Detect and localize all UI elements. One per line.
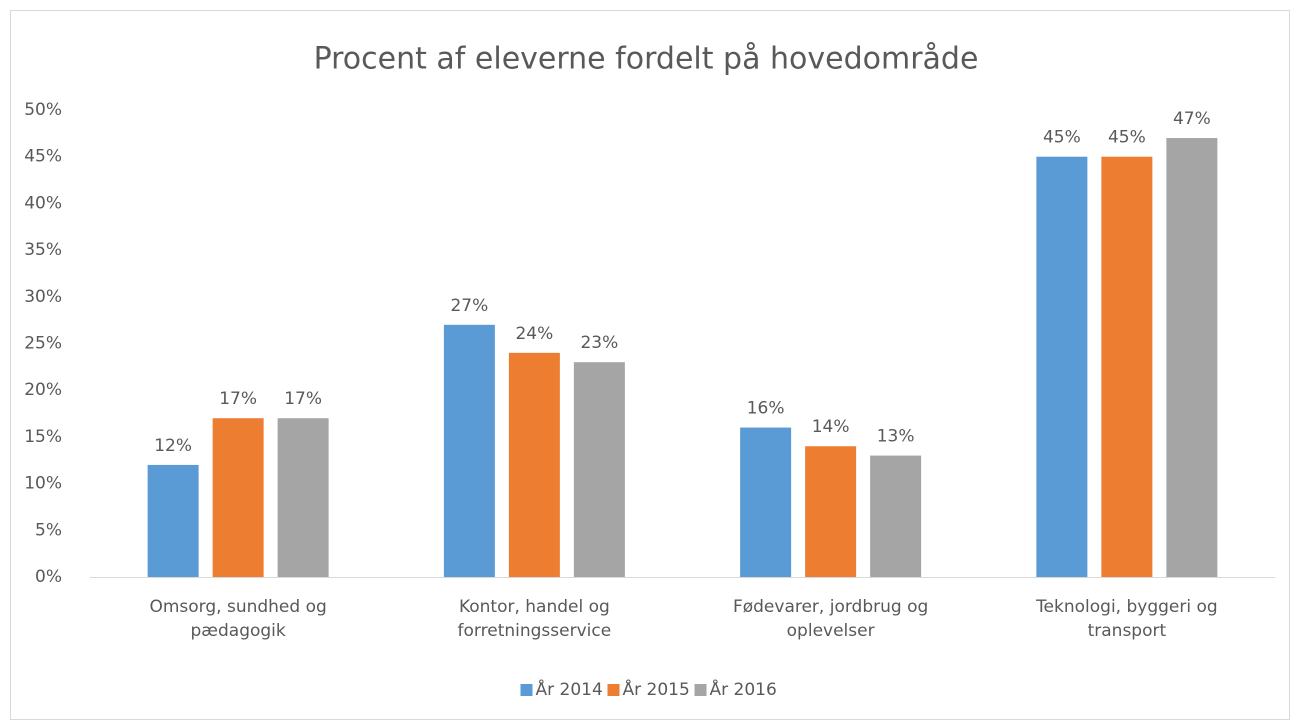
- y-tick-label: 30%: [24, 287, 62, 307]
- bar: [212, 418, 264, 577]
- legend-label: År 2014: [536, 678, 603, 700]
- data-label: 12%: [154, 436, 192, 456]
- x-tick-label: Teknologi, byggeri og transport: [1036, 597, 1218, 641]
- data-label: 17%: [284, 389, 322, 409]
- bar: [740, 427, 792, 577]
- legend-label: År 2016: [710, 678, 777, 700]
- data-label: 17%: [219, 389, 257, 409]
- data-label: 47%: [1173, 109, 1211, 129]
- y-tick-label: 10%: [24, 474, 62, 494]
- bar: [147, 464, 199, 577]
- bar: [508, 352, 560, 577]
- x-tick-label: Omsorg, sundhed og pædagogik: [149, 597, 327, 641]
- bar: [805, 446, 857, 577]
- y-tick-label: 50%: [24, 100, 62, 120]
- y-tick-label: 15%: [24, 427, 62, 447]
- bar: [1036, 156, 1088, 577]
- x-tick-label-box: Fødevarer, jordbrug og oplevelser: [732, 597, 929, 641]
- data-label: 27%: [450, 296, 488, 316]
- data-label: 14%: [812, 417, 850, 437]
- bar: [870, 455, 922, 577]
- x-tick-label-box: Teknologi, byggeri og transport: [1036, 597, 1218, 641]
- bar: [1166, 138, 1218, 577]
- data-label: 24%: [515, 324, 553, 344]
- data-label: 13%: [877, 427, 915, 447]
- y-tick-label: 25%: [24, 334, 62, 354]
- x-tick-label: Fødevarer, jordbrug og oplevelser: [732, 597, 929, 641]
- y-tick-label: 5%: [35, 520, 62, 540]
- x-tick-label-box: Omsorg, sundhed og pædagogik: [149, 597, 327, 641]
- y-tick-label: 35%: [24, 240, 62, 260]
- bar: [443, 324, 495, 577]
- bar: [277, 418, 329, 577]
- legend-label: År 2015: [623, 678, 690, 700]
- bar: [573, 362, 625, 577]
- y-tick-label: 45%: [24, 147, 62, 167]
- legend-swatch: [694, 684, 707, 696]
- data-label: 45%: [1043, 128, 1081, 148]
- x-tick-label-box: Kontor, handel og forretningsservice: [457, 597, 612, 641]
- bar: [1101, 156, 1153, 577]
- y-tick-label: 20%: [24, 380, 62, 400]
- y-tick-label: 0%: [35, 567, 62, 587]
- x-tick-label: Kontor, handel og forretningsservice: [457, 597, 612, 641]
- y-tick-label: 40%: [24, 193, 62, 213]
- legend-swatch: [607, 684, 620, 696]
- chart-title: Procent af eleverne fordelt på hovedområ…: [314, 42, 979, 77]
- data-label: 23%: [580, 333, 618, 353]
- data-label: 45%: [1108, 128, 1146, 148]
- legend-swatch: [520, 684, 533, 696]
- data-label: 16%: [747, 399, 785, 419]
